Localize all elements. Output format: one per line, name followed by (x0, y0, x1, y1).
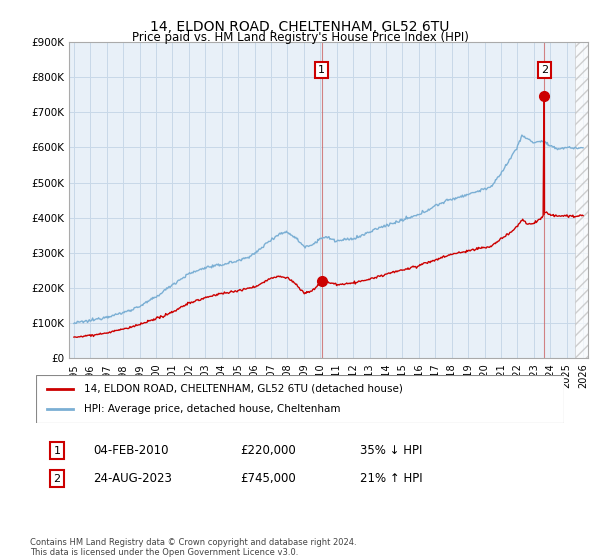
Text: 1: 1 (53, 446, 61, 456)
Polygon shape (575, 42, 588, 358)
Text: 24-AUG-2023: 24-AUG-2023 (93, 472, 172, 486)
Text: 35% ↓ HPI: 35% ↓ HPI (360, 444, 422, 458)
Text: 21% ↑ HPI: 21% ↑ HPI (360, 472, 422, 486)
Text: 2: 2 (541, 65, 548, 75)
Text: £220,000: £220,000 (240, 444, 296, 458)
Text: 14, ELDON ROAD, CHELTENHAM, GL52 6TU: 14, ELDON ROAD, CHELTENHAM, GL52 6TU (151, 20, 449, 34)
Text: Contains HM Land Registry data © Crown copyright and database right 2024.
This d: Contains HM Land Registry data © Crown c… (30, 538, 356, 557)
Text: 14, ELDON ROAD, CHELTENHAM, GL52 6TU (detached house): 14, ELDON ROAD, CHELTENHAM, GL52 6TU (de… (83, 384, 403, 394)
Text: Price paid vs. HM Land Registry's House Price Index (HPI): Price paid vs. HM Land Registry's House … (131, 31, 469, 44)
Text: 04-FEB-2010: 04-FEB-2010 (93, 444, 169, 458)
FancyBboxPatch shape (36, 375, 564, 423)
Text: HPI: Average price, detached house, Cheltenham: HPI: Average price, detached house, Chel… (83, 404, 340, 414)
Text: 1: 1 (318, 65, 325, 75)
Text: £745,000: £745,000 (240, 472, 296, 486)
Text: 2: 2 (53, 474, 61, 484)
